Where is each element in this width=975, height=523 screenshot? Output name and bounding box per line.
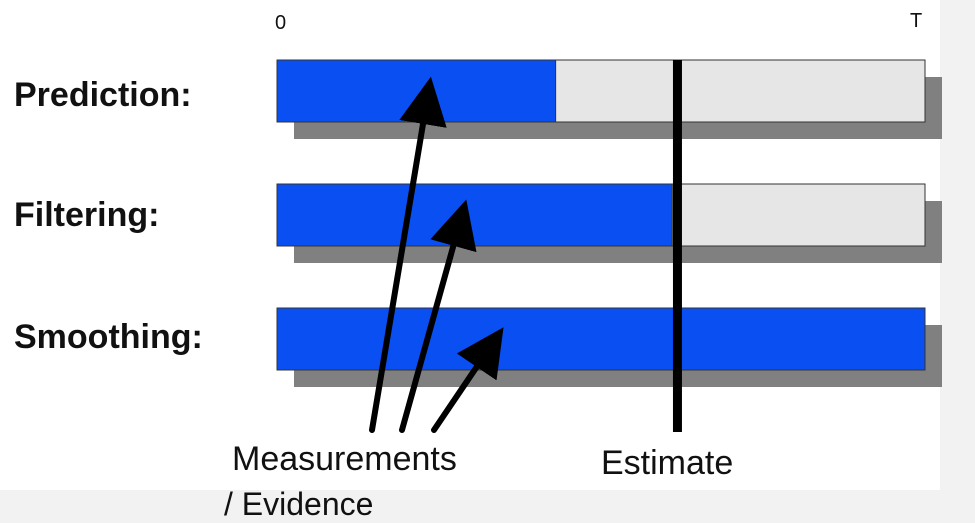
axis-end-label: T bbox=[910, 10, 923, 32]
measurements-label: Measurements bbox=[232, 440, 457, 478]
right-margin-strip bbox=[940, 0, 975, 523]
row-label-prediction: Prediction: bbox=[14, 76, 192, 114]
axis-start-label: 0 bbox=[275, 12, 287, 34]
bar-observed-filtering bbox=[276, 183, 673, 247]
bar-observed-smoothing bbox=[276, 307, 926, 371]
row-label-filtering: Filtering: bbox=[14, 196, 160, 234]
arrow-to-prediction bbox=[369, 76, 447, 433]
estimate-label: Estimate bbox=[601, 444, 734, 482]
bar-observed-prediction bbox=[276, 59, 557, 123]
arrow-to-filtering bbox=[399, 199, 477, 433]
evidence-label: / Evidence bbox=[224, 486, 374, 522]
row-label-smoothing: Smoothing: bbox=[14, 318, 203, 356]
bottom-margin-strip bbox=[0, 490, 975, 523]
arrow-to-smoothing bbox=[431, 327, 504, 433]
